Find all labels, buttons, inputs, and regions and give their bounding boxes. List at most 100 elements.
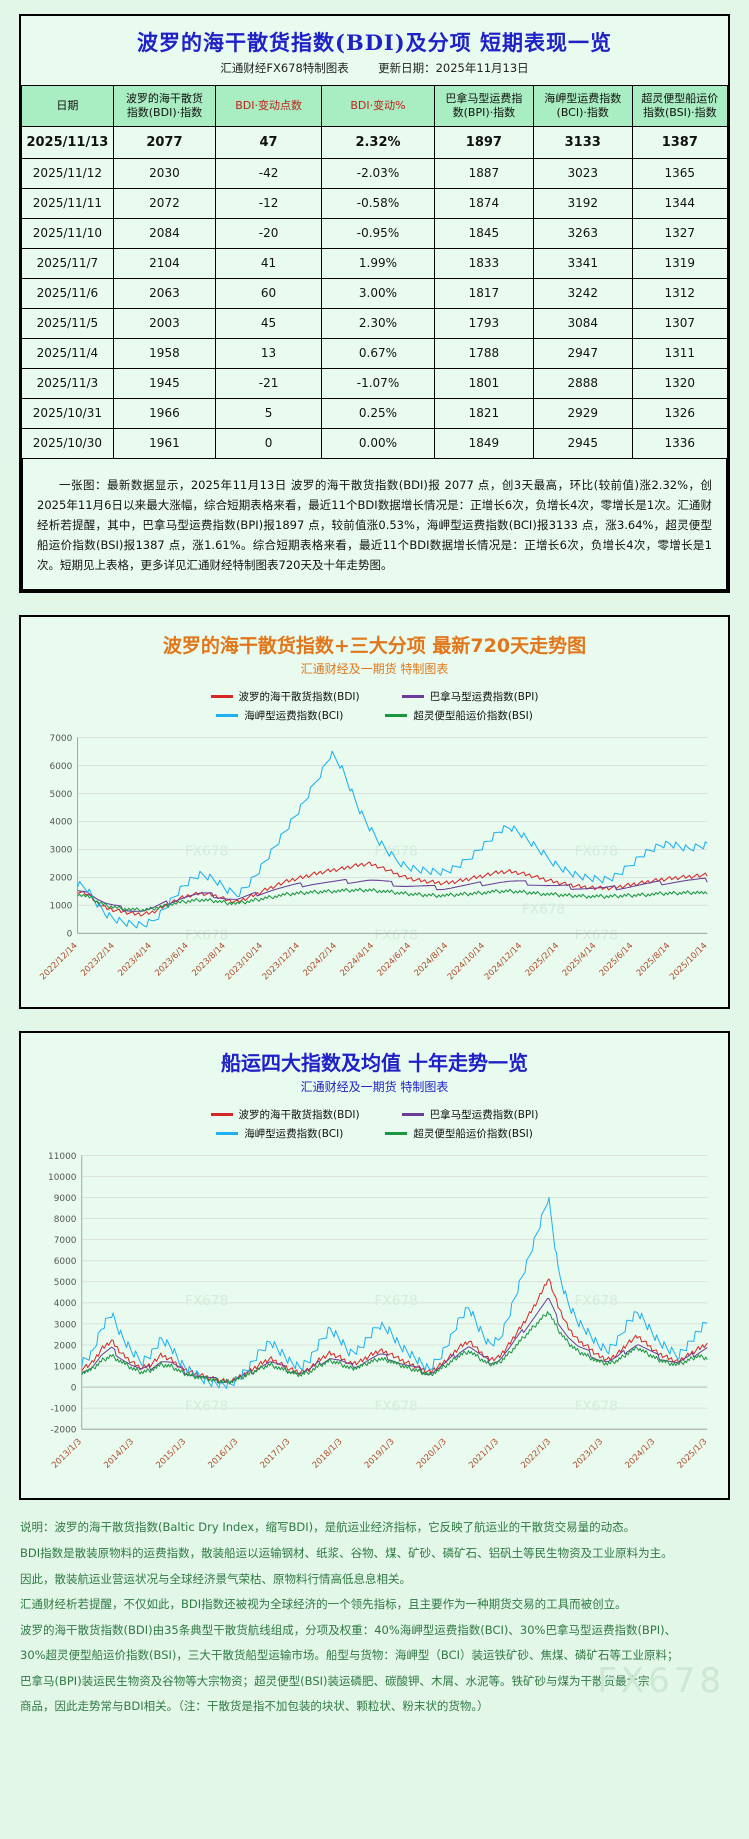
cell-bsi: 1307 — [631, 307, 729, 339]
y-axis-tick-label: 6000 — [50, 762, 73, 772]
cell-bci: 3242 — [532, 277, 633, 309]
x-axis-tick-label: 2024/12/14 — [482, 940, 523, 981]
series-line-bdi — [77, 861, 708, 917]
cell-bdi-pct: 2.32% — [321, 125, 435, 159]
legend-swatch-bdi-10y — [210, 1112, 233, 1116]
cell-bsi: 1365 — [631, 157, 729, 189]
x-axis-tick-group: 2023/2/14 — [78, 940, 116, 978]
cell-bsi: 1319 — [631, 247, 729, 279]
x-axis-tick-label: 2022/1/3 — [519, 1436, 553, 1470]
cell-bpi: 1821 — [433, 397, 534, 429]
x-axis-tick-label: 2018/1/3 — [310, 1436, 344, 1470]
fx678-watermark-chart: FX678 — [185, 843, 228, 859]
table-row: 2025/11/12 2030 -42 -2.03% 1887 3023 1365 — [21, 157, 729, 189]
y-axis-tick-label: -1000 — [51, 1404, 77, 1414]
cell-date: 2025/11/6 — [21, 277, 114, 309]
cell-date: 2025/11/5 — [21, 307, 114, 339]
y-axis-tick-label: 6000 — [54, 1257, 77, 1267]
cell-bsi: 1327 — [631, 217, 729, 249]
x-axis-tick-group: 2025/4/14 — [560, 940, 598, 978]
cell-bsi: 1311 — [631, 337, 729, 369]
cell-bsi: 1336 — [631, 427, 729, 459]
x-axis-tick-label: 2017/1/3 — [258, 1436, 292, 1470]
x-axis-tick-label: 2025/6/14 — [597, 940, 635, 978]
fx678-watermark-chart: FX678 — [375, 1293, 418, 1309]
legend-swatch-bpi — [401, 695, 424, 699]
x-axis-tick-group: 2024/12/14 — [482, 940, 523, 981]
legend-swatch-bci-10y — [216, 1131, 239, 1135]
cell-date: 2025/10/31 — [21, 397, 114, 429]
cell-bdi: 1966 — [112, 397, 217, 429]
column-header-bdi-change-pct: BDI·变动% — [321, 85, 435, 127]
legend-label-bdi-10y: 波罗的海干散货指数(BDI) — [238, 1108, 360, 1121]
cell-bdi-change: 13 — [215, 337, 323, 369]
cell-bpi: 1845 — [433, 217, 534, 249]
cell-bsi: 1320 — [631, 367, 729, 399]
column-header-bpi: 巴拿马型运费指 数(BPI)·指数 — [433, 85, 534, 127]
x-axis-tick-group: 2025/8/14 — [634, 940, 672, 978]
chart-720day-card: 波罗的海干散货指数+三大分项 最新720天走势图 汇通财经及一期货 特制图表 波… — [19, 615, 730, 1009]
footer-notes: 说明：波罗的海干散货指数(Baltic Dry Index，缩写BDI)，是航运… — [0, 1500, 749, 1731]
x-axis-tick-label: 2025/1/3 — [675, 1436, 709, 1470]
fx678-watermark-chart: FX678 — [375, 843, 418, 859]
x-axis-tick-label: 2023/8/14 — [190, 940, 228, 978]
fx678-watermark-chart: FX678 — [375, 1398, 418, 1414]
y-axis-tick-label: 8000 — [54, 1215, 77, 1225]
x-axis-tick-label: 2023/1/3 — [571, 1436, 605, 1470]
legend-swatch-bdi — [210, 695, 233, 699]
chart-10year-title: 船运四大指数及均值 十年走势一览 — [221, 1050, 528, 1075]
x-axis-tick-label: 2024/2/14 — [301, 940, 339, 978]
table-body: 2025/11/13 2077 47 2.32% 1897 3133 1387 2025/11… — [21, 125, 729, 459]
legend-label-bpi: 巴拿马型运费指数(BPI) — [429, 691, 539, 704]
cell-bdi: 1961 — [112, 427, 217, 459]
cell-bdi-change: -12 — [215, 187, 323, 219]
x-axis-tick-group: 2025/2/14 — [523, 940, 561, 978]
cell-date: 2025/11/11 — [21, 187, 114, 219]
y-axis-tick-label: 3000 — [50, 846, 73, 856]
y-axis-tick-label: 1000 — [50, 902, 73, 912]
cell-bci: 2888 — [532, 367, 633, 399]
x-axis-tick-group: 2024/1/3 — [623, 1436, 657, 1470]
x-axis-tick-group: 2023/8/14 — [190, 940, 228, 978]
legend-swatch-bci — [216, 714, 239, 718]
x-axis-tick-group: 2016/1/3 — [206, 1436, 240, 1470]
y-axis-tick-label: 7000 — [50, 734, 73, 744]
cell-bci: 3133 — [532, 125, 633, 159]
x-axis-tick-label: 2016/1/3 — [206, 1436, 240, 1470]
cell-bpi: 1793 — [433, 307, 534, 339]
cell-date: 2025/11/13 — [21, 125, 114, 159]
chart-10year-legend: 波罗的海干散货指数(BDI) 巴拿马型运费指数(BPI) 海岬型运费指数(BCI… — [21, 1101, 728, 1145]
y-axis-tick-label: 2000 — [54, 1341, 77, 1351]
x-axis-tick-label: 2024/1/3 — [623, 1436, 657, 1470]
x-axis-tick-group: 2025/6/14 — [597, 940, 635, 978]
cell-bpi: 1897 — [433, 125, 534, 159]
cell-date: 2025/10/30 — [21, 427, 114, 459]
note-line: 说明：波罗的海干散货指数(Baltic Dry Index，缩写BDI)，是航运… — [20, 1520, 636, 1535]
y-axis-tick-label: 10000 — [48, 1173, 77, 1183]
legend-label-bpi-10y: 巴拿马型运费指数(BPI) — [429, 1108, 539, 1121]
cell-bdi: 2030 — [112, 157, 217, 189]
x-axis-tick-label: 2023/12/14 — [260, 940, 301, 981]
cell-date: 2025/11/10 — [21, 217, 114, 249]
x-axis-tick-label: 2014/1/3 — [102, 1436, 136, 1470]
chart-720day-svg: 0 1000 2000 3000 4000 5000 6000 7000 FX678 FX678 F… — [38, 734, 709, 982]
cell-bci: 3192 — [532, 187, 633, 219]
x-axis-tick-group: 2022/1/3 — [519, 1436, 553, 1470]
legend-swatch-bsi — [385, 714, 408, 718]
cell-bdi: 2077 — [112, 125, 217, 159]
note-line: 波罗的海干散货指数(BDI)由35条典型干散货航线组成，分项及权重：40%海岬型… — [20, 1622, 677, 1637]
legend-label-bci-10y: 海岬型运费指数(BCI) — [244, 1127, 344, 1140]
cell-date: 2025/11/4 — [21, 337, 114, 369]
x-axis-tick-group: 2020/1/3 — [414, 1436, 448, 1470]
cell-bdi-change: -20 — [215, 217, 323, 249]
x-axis-tick-label: 2021/1/3 — [466, 1436, 500, 1470]
chart-720day-subtitle: 汇通财经及一期货 特制图表 — [300, 662, 449, 677]
cell-bci: 3084 — [532, 307, 633, 339]
series-line-bsi — [81, 1311, 708, 1385]
cell-bci: 3341 — [532, 247, 633, 279]
cell-bdi-pct: 0.00% — [321, 427, 435, 459]
cell-bci: 3263 — [532, 217, 633, 249]
table-row: 2025/11/5 2003 45 2.30% 1793 3084 1307 — [21, 307, 729, 339]
cell-bpi: 1801 — [433, 367, 534, 399]
table-header: 日期 波罗的海干散货 指数(BDI)·指数 BDI·变动点数 BDI·变动% 巴… — [21, 85, 729, 127]
